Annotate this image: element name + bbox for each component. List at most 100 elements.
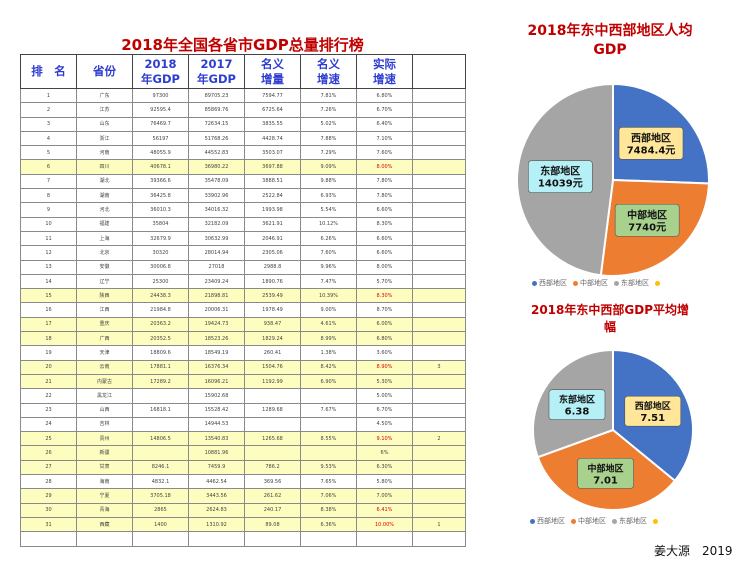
table-cell-nominal: 4.61% bbox=[300, 316, 357, 333]
legend-swatch bbox=[532, 280, 537, 286]
table-cell-nominal bbox=[300, 531, 357, 547]
table-cell-nominal: 9.09% bbox=[300, 159, 357, 175]
table-cell-province bbox=[76, 531, 133, 547]
table-cell-extra bbox=[412, 102, 466, 118]
table-cell-gdp2018: 24438.3 bbox=[132, 288, 189, 304]
gdp-ranking-table: 排 名 省份 2018 年GDP 2017 年GDP 名义 增量 名义 增速 实际 增速 … bbox=[20, 54, 466, 547]
table-cell-province: 河南 bbox=[76, 145, 133, 161]
table-cell-real: 7.00% bbox=[356, 488, 413, 504]
table-row: 19 天津 18809.6 18549.19 260.41 1.38% 3.60% bbox=[20, 345, 466, 361]
table-cell-province: 甘肃 bbox=[76, 459, 133, 476]
col-header-real-growth: 实际 增速 bbox=[356, 54, 413, 89]
table-cell-rank: 26 bbox=[20, 445, 77, 461]
table-cell-nominal: 6.93% bbox=[300, 188, 357, 204]
table-cell-increment: 1890.76 bbox=[244, 273, 301, 290]
table-cell-real: 8.30% bbox=[356, 288, 413, 304]
legend-label: 东部地区 bbox=[621, 279, 649, 287]
table-cell-increment: 3888.51 bbox=[244, 173, 301, 190]
table-cell-rank: 5 bbox=[20, 145, 77, 161]
table-cell-increment bbox=[244, 416, 301, 433]
legend-item-1: 中部地区 bbox=[565, 517, 606, 525]
data-label-value-0: 7.51 bbox=[640, 413, 665, 424]
table-cell-rank: 27 bbox=[20, 459, 77, 476]
table-row: 23 山西 16818.1 15528.42 1289.68 7.67% 6.70% bbox=[20, 402, 466, 418]
col-header-increment: 名义 增量 bbox=[244, 54, 301, 89]
table-cell-province: 四川 bbox=[76, 159, 133, 175]
table-cell-rank: 31 bbox=[20, 516, 77, 533]
table-cell-increment: 261.62 bbox=[244, 488, 301, 504]
table-cell-real: 6.60% bbox=[356, 202, 413, 218]
table-cell-gdp2017: 27018 bbox=[188, 259, 245, 275]
table-row: 4 浙江 56197 51768.26 4428.74 7.88% 7.10% bbox=[20, 130, 466, 147]
table-cell-rank: 21 bbox=[20, 373, 77, 390]
table-cell-gdp2018 bbox=[132, 531, 189, 547]
table-cell-gdp2017: 36980.22 bbox=[188, 159, 245, 175]
table-cell-gdp2018: 76469.7 bbox=[132, 116, 189, 132]
table-cell-rank: 1 bbox=[20, 87, 77, 104]
table-cell-increment: 2522.84 bbox=[244, 188, 301, 204]
table-cell-gdp2018: 25300 bbox=[132, 273, 189, 290]
table-cell-gdp2017: 7459.9 bbox=[188, 459, 245, 476]
table-cell-increment: 1993.98 bbox=[244, 202, 301, 218]
legend-item-3 bbox=[647, 517, 660, 525]
table-cell-increment: 2046.91 bbox=[244, 230, 301, 247]
table-cell-nominal: 9.00% bbox=[300, 302, 357, 318]
table-cell-rank: 22 bbox=[20, 388, 77, 404]
table-cell-real: 6.80% bbox=[356, 87, 413, 104]
table-cell-extra bbox=[412, 459, 466, 476]
table-cell-increment: 240.17 bbox=[244, 502, 301, 518]
data-label-value-0: 7484.4元 bbox=[627, 144, 676, 156]
table-cell-extra bbox=[412, 388, 466, 404]
table-cell-province: 天津 bbox=[76, 345, 133, 361]
col-header-nominal-growth: 名义 增速 bbox=[300, 54, 357, 89]
col-header-gdp2018: 2018 年GDP bbox=[132, 54, 189, 89]
table-row: 3 山东 76469.7 72634.15 3835.55 5.02% 6.40% bbox=[20, 116, 466, 132]
table-cell-rank bbox=[20, 531, 77, 547]
table-cell-nominal: 6.26% bbox=[300, 230, 357, 247]
table-cell-real: 6.00% bbox=[356, 316, 413, 333]
table-cell-rank: 30 bbox=[20, 502, 77, 518]
table-cell-gdp2017: 2624.83 bbox=[188, 502, 245, 518]
table-cell-province: 安徽 bbox=[76, 259, 133, 275]
table-cell-nominal: 8.38% bbox=[300, 502, 357, 518]
table-cell-gdp2017: 15528.42 bbox=[188, 402, 245, 418]
table-cell-gdp2017: 18549.19 bbox=[188, 345, 245, 361]
table-cell-gdp2018: 16818.1 bbox=[132, 402, 189, 418]
chart1-title: 2018年东中西部地区人均GDP bbox=[527, 23, 693, 58]
table-cell-extra bbox=[412, 416, 466, 433]
table-cell-real: 6.40% bbox=[356, 116, 413, 132]
legend-label: 西部地区 bbox=[539, 279, 567, 287]
table-cell-province: 吉林 bbox=[76, 416, 133, 433]
table-cell-real bbox=[356, 531, 413, 547]
table-cell-increment: 4428.74 bbox=[244, 130, 301, 147]
table-row: 18 广西 20352.5 18523.26 1829.24 8.99% 6.80% bbox=[20, 331, 466, 347]
table-cell-province: 河北 bbox=[76, 202, 133, 218]
table-cell-rank: 17 bbox=[20, 316, 77, 333]
table-cell-gdp2018 bbox=[132, 416, 189, 433]
table-cell-real: 5.70% bbox=[356, 273, 413, 290]
table-cell-nominal: 7.65% bbox=[300, 474, 357, 490]
table-cell-province: 福建 bbox=[76, 216, 133, 232]
chart2-legend: 西部地区 中部地区 东部地区 bbox=[524, 516, 660, 526]
table-cell-province: 重庆 bbox=[76, 316, 133, 333]
table-cell-rank: 9 bbox=[20, 202, 77, 218]
table-cell-gdp2018: 20352.5 bbox=[132, 331, 189, 347]
col-header-province: 省份 bbox=[76, 54, 133, 89]
author-signature: 姜大源 2019 bbox=[654, 544, 733, 558]
data-label-name-1: 中部地区 bbox=[627, 208, 667, 221]
table-cell-gdp2017: 23409.24 bbox=[188, 273, 245, 290]
table-cell-gdp2018: 20363.2 bbox=[132, 316, 189, 333]
table-cell-province: 江苏 bbox=[76, 102, 133, 118]
table-cell-gdp2018: 14806.5 bbox=[132, 431, 189, 447]
table-cell-rank: 2 bbox=[20, 102, 77, 118]
table-cell-extra: 3 bbox=[412, 359, 466, 375]
table-cell-rank: 7 bbox=[20, 173, 77, 190]
data-label-value-2: 6.38 bbox=[565, 407, 590, 418]
table-cell-extra bbox=[412, 273, 466, 290]
legend-swatch bbox=[655, 280, 660, 286]
table-cell-increment: 2539.49 bbox=[244, 288, 301, 304]
table-cell-increment: 1289.68 bbox=[244, 402, 301, 418]
